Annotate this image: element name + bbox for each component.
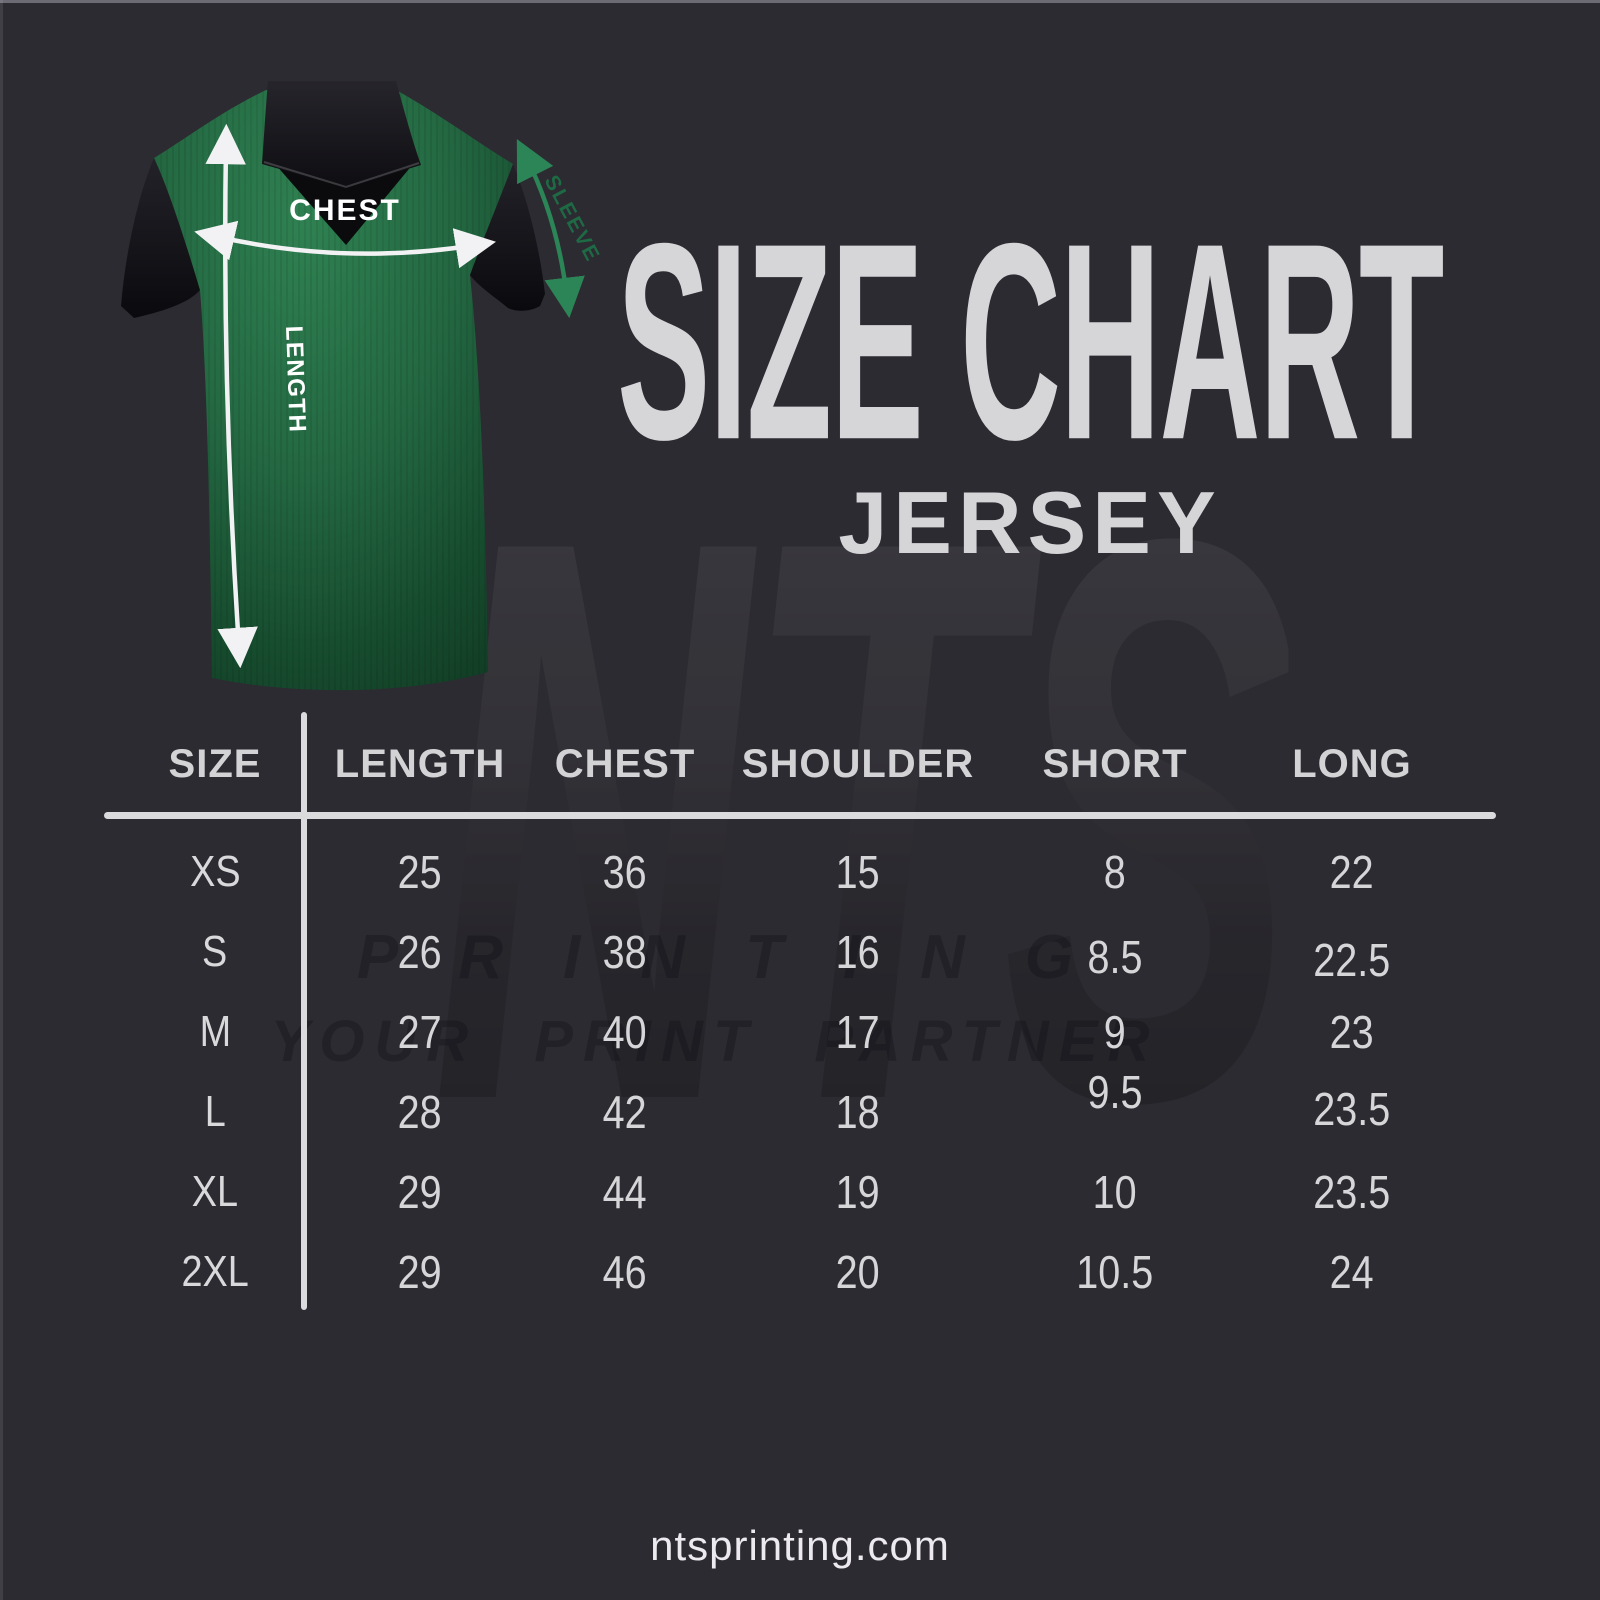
cell-shoulder: 19 — [835, 1166, 880, 1218]
cell-long: 23 — [1329, 1006, 1374, 1058]
cell-length: 28 — [397, 1086, 442, 1138]
cell-length: 29 — [397, 1166, 442, 1218]
table-row-xs: XS 25 36 15 8 22 — [105, 832, 1455, 912]
jersey-collar — [262, 81, 421, 188]
cell-short: 8.5 — [1087, 931, 1143, 983]
cell-size: L — [204, 1087, 226, 1136]
cell-size: XL — [191, 1167, 239, 1216]
column-header-shoulder: SHOULDER — [741, 742, 975, 786]
page-subtitle: JERSEY — [838, 473, 1222, 572]
jersey-diagram: CHEST LENGTH SLEEVE — [121, 81, 604, 691]
jersey-neck-inset — [268, 156, 418, 245]
table-row-m: M 27 40 17 9 23 — [105, 992, 1455, 1072]
table-row-s: S 26 38 16 8.5 22.5 — [105, 912, 1455, 992]
cell-chest: 38 — [602, 926, 647, 978]
table-row-2xl: 2XL 29 46 20 10.5 24 — [105, 1232, 1455, 1312]
cell-short: 9 — [1103, 1006, 1127, 1058]
cell-chest: 36 — [602, 846, 647, 898]
table-row-xl: XL 29 44 19 10 23.5 — [105, 1152, 1455, 1232]
column-header-length: LENGTH — [334, 742, 506, 786]
cell-shoulder: 17 — [835, 1006, 880, 1058]
jersey-collar-stitch — [263, 161, 420, 189]
length-measure-arrow — [205, 123, 258, 669]
cell-short: 10 — [1092, 1166, 1137, 1218]
jersey-left-sleeve — [121, 158, 200, 318]
website-url: ntsprinting.com — [650, 1522, 950, 1569]
cell-size: XS — [189, 847, 241, 896]
cell-long: 22 — [1329, 846, 1374, 898]
page-title-wrap: SIZE CHART — [430, 202, 1600, 482]
cell-length: 29 — [397, 1246, 442, 1298]
cell-shoulder: 20 — [835, 1246, 880, 1298]
column-header-long: LONG — [1292, 742, 1412, 786]
cell-long: 23.5 — [1313, 1166, 1391, 1218]
table-header-divider — [104, 812, 1496, 819]
column-header-size: SIZE — [168, 742, 262, 786]
table-vertical-divider — [301, 712, 307, 1310]
cell-shoulder: 16 — [835, 926, 880, 978]
cell-shoulder: 15 — [835, 846, 880, 898]
cell-short: 9.5 — [1087, 1066, 1143, 1118]
sleeve-measure-arrow — [516, 138, 585, 319]
cell-shoulder: 18 — [835, 1086, 880, 1138]
cell-size: M — [199, 1007, 231, 1056]
page-title: SIZE CHART — [617, 186, 1444, 499]
column-header-chest: CHEST — [554, 742, 696, 786]
cell-short: 8 — [1103, 846, 1127, 898]
cell-chest: 46 — [602, 1246, 647, 1298]
cell-long: 23.5 — [1313, 1083, 1391, 1135]
table-row-l: L 28 42 18 9.5 23.5 — [105, 1066, 1455, 1152]
cell-chest: 44 — [602, 1166, 647, 1218]
cell-chest: 42 — [602, 1086, 647, 1138]
cell-short: 10.5 — [1076, 1246, 1154, 1298]
cell-length: 27 — [397, 1006, 442, 1058]
cell-chest: 40 — [602, 1006, 647, 1058]
size-table-body: XS 25 36 15 8 22 S 26 38 16 8.5 22.5 M 2… — [0, 832, 1600, 1312]
cell-length: 26 — [397, 926, 442, 978]
column-header-short: SHORT — [1042, 742, 1188, 786]
cell-size: 2XL — [181, 1247, 249, 1296]
cell-long: 24 — [1329, 1246, 1374, 1298]
cell-length: 25 — [397, 846, 442, 898]
length-label: LENGTH — [280, 325, 311, 434]
chest-label: CHEST — [289, 194, 401, 227]
size-table-header: SIZE LENGTH CHEST SHOULDER SHORT LONG — [105, 740, 1455, 788]
cell-long: 22.5 — [1313, 934, 1391, 986]
cell-size: S — [202, 927, 228, 976]
